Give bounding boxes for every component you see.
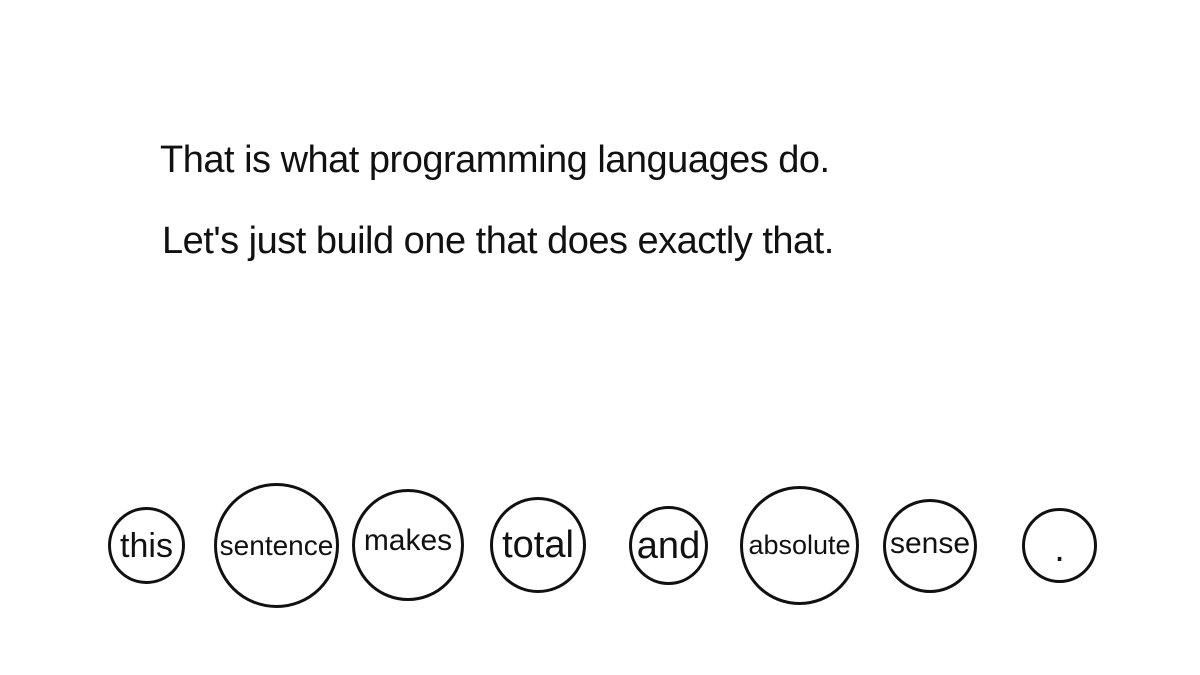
text-line-1: That is what programming languages do. bbox=[160, 139, 830, 181]
word-label: sense bbox=[889, 527, 971, 560]
text-line-2: Let's just build one that does exactly t… bbox=[162, 220, 834, 262]
word-bubble-sentence: sentence bbox=[214, 483, 339, 608]
word-bubble-makes: makes bbox=[352, 489, 464, 601]
word-bubble-and: and bbox=[629, 506, 708, 585]
word-bubble-total: total bbox=[490, 497, 586, 593]
word-label: . bbox=[1054, 527, 1065, 570]
word-bubble-period: . bbox=[1022, 508, 1097, 583]
word-label: total bbox=[502, 524, 574, 566]
word-label: sentence bbox=[219, 529, 334, 561]
word-label: and bbox=[636, 524, 701, 567]
word-bubble-this: this bbox=[108, 507, 185, 584]
word-bubble-absolute: absolute bbox=[740, 486, 859, 605]
word-label: this bbox=[120, 526, 173, 565]
word-label: makes bbox=[363, 524, 453, 557]
word-bubble-sense: sense bbox=[883, 499, 977, 593]
word-label: absolute bbox=[748, 530, 851, 560]
